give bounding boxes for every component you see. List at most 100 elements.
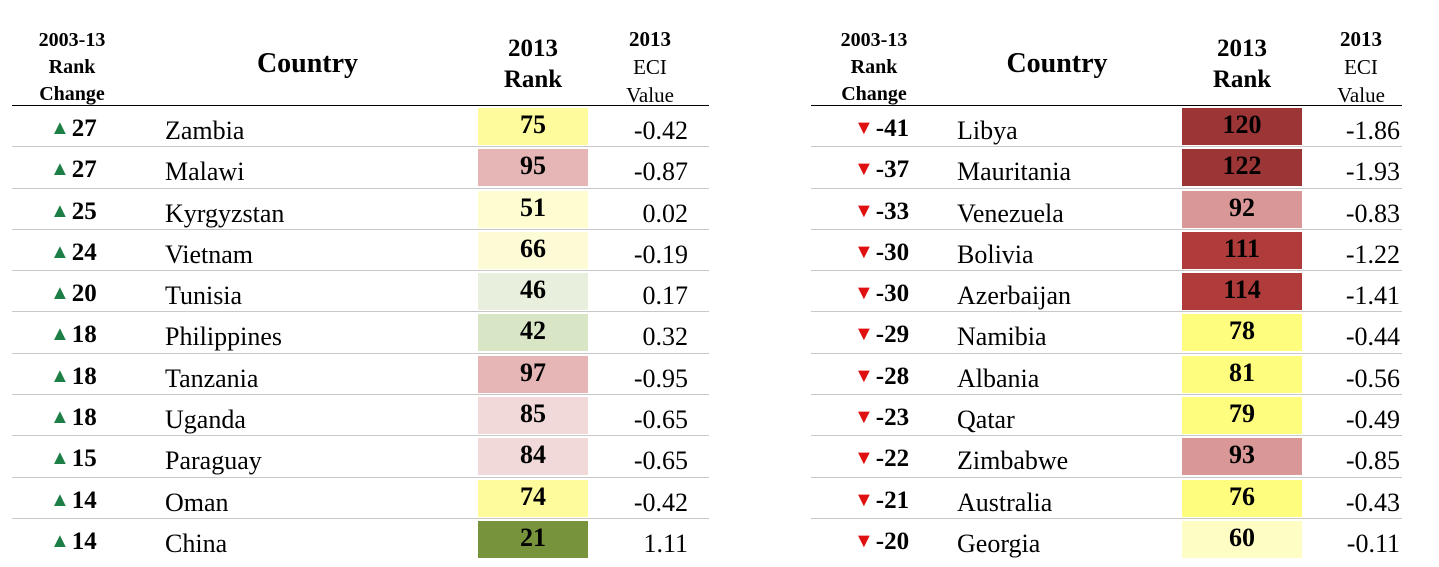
country-name: Tunisia xyxy=(165,281,243,311)
rank-cell: 60 xyxy=(1182,520,1302,558)
header-rank-change: 2003-13 Rank Change xyxy=(22,27,122,108)
country-name: Philippines xyxy=(165,322,283,352)
eci-value: -0.11 xyxy=(1346,528,1400,558)
rank-change-value: -37 xyxy=(875,156,910,184)
header-rank-change-line3: Change xyxy=(39,83,105,105)
rank-change-cell: ▼-37 xyxy=(854,156,934,184)
header-rank-line2: Rank xyxy=(1212,66,1272,93)
rank-change-value: 20 xyxy=(71,280,97,308)
table-row: ▼-30 Bolivia 111 -1.22 xyxy=(802,230,1439,272)
rank-cell: 85 xyxy=(478,397,588,435)
header-eci-value: 2013 ECI Value xyxy=(595,25,705,109)
rank-cell: 21 xyxy=(478,520,588,558)
triangle-up-icon: ▲ xyxy=(50,323,70,346)
rank-change-value: 18 xyxy=(71,362,97,390)
table-row: ▼-20 Georgia 60 -0.11 xyxy=(802,519,1439,560)
table-row: ▲27 Malawi 95 -0.87 xyxy=(0,147,720,189)
eci-value: -0.83 xyxy=(1345,198,1400,228)
table-row: ▲18 Philippines 42 0.32 xyxy=(0,312,720,354)
rank-cell: 79 xyxy=(1182,397,1302,435)
eci-value: -0.65 xyxy=(633,446,688,476)
country-name: Georgia xyxy=(957,528,1041,558)
rank-change-cell: ▼-29 xyxy=(854,321,934,349)
header-rank: 2013 Rank xyxy=(1182,33,1302,95)
rank-change-value: -30 xyxy=(875,238,910,266)
rank-cell: 81 xyxy=(1182,355,1302,393)
table-body: ▲27 Zambia 75 -0.42 ▲27 Malawi 95 -0.87 ▲25 Kyrgy… xyxy=(0,106,720,560)
rank-change-cell: ▲27 xyxy=(50,156,130,184)
eci-value: -1.86 xyxy=(1345,116,1400,145)
country-name: Kyrgyzstan xyxy=(165,198,285,228)
row-divider xyxy=(811,187,1402,189)
triangle-down-icon: ▼ xyxy=(854,199,874,222)
rank-change-value: -30 xyxy=(875,280,910,308)
eci-value: 1.11 xyxy=(643,528,688,558)
header-rank-change-line1: 2003-13 xyxy=(840,29,908,51)
eci-value: -1.93 xyxy=(1345,157,1400,187)
rank-change-cell: ▲20 xyxy=(50,280,130,308)
table-row: ▼-28 Albania 81 -0.56 xyxy=(802,354,1439,396)
rank-cell: 46 xyxy=(478,273,588,311)
header-rank: 2013 Rank xyxy=(478,33,588,95)
header-rank-change-line3: Change xyxy=(841,83,907,105)
rank-change-value: -22 xyxy=(875,445,910,473)
table-row: ▲18 Uganda 85 -0.65 xyxy=(0,395,720,437)
triangle-up-icon: ▲ xyxy=(50,199,70,222)
triangle-up-icon: ▲ xyxy=(50,364,70,387)
header-rank-line2: Rank xyxy=(503,66,563,93)
triangle-up-icon: ▲ xyxy=(50,406,70,429)
rank-change-cell: ▲24 xyxy=(50,239,130,267)
table-row: ▲25 Kyrgyzstan 51 0.02 xyxy=(0,189,720,230)
table-row: ▲18 Tanzania 97 -0.95 xyxy=(0,354,720,396)
rank-change-cell: ▼-22 xyxy=(854,445,934,473)
country-name: Mauritania xyxy=(957,157,1072,187)
rank-change-value: -33 xyxy=(875,197,910,225)
table-row: ▼-37 Mauritania 122 -1.93 xyxy=(802,147,1439,189)
triangle-down-icon: ▼ xyxy=(854,447,874,470)
rank-change-cell: ▼-23 xyxy=(854,404,934,432)
triangle-up-icon: ▲ xyxy=(50,447,70,470)
header-eci-line2: ECI xyxy=(633,55,667,79)
rank-change-cell: ▼-33 xyxy=(854,198,934,226)
triangle-down-icon: ▼ xyxy=(854,529,874,552)
rank-change-value: -20 xyxy=(875,527,910,555)
rank-change-value: 14 xyxy=(71,486,97,514)
triangle-up-icon: ▲ xyxy=(50,240,70,263)
header-eci-line1: 2013 xyxy=(1340,27,1382,51)
eci-value: -0.87 xyxy=(633,157,688,187)
rank-change-cell: ▼-30 xyxy=(854,239,934,267)
header-eci-line2: ECI xyxy=(1344,55,1378,79)
rank-change-value: -21 xyxy=(875,486,910,514)
header-rank-change: 2003-13 Rank Change xyxy=(824,27,924,108)
header-divider xyxy=(811,105,1402,106)
country-name: Zambia xyxy=(165,116,245,145)
rank-cell: 66 xyxy=(478,231,588,269)
header-country: Country xyxy=(256,48,359,79)
country-name: Malawi xyxy=(165,157,245,187)
row-divider xyxy=(811,352,1402,354)
rank-cell: 122 xyxy=(1182,149,1302,187)
row-divider xyxy=(12,228,709,230)
rank-change-cell: ▲14 xyxy=(50,528,130,556)
rank-change-cell: ▼-20 xyxy=(854,528,934,556)
rank-cell: 92 xyxy=(1182,190,1302,228)
rank-change-value: 27 xyxy=(71,156,97,184)
eci-value: -0.42 xyxy=(633,487,688,517)
country-name: Oman xyxy=(165,487,229,517)
rank-cell: 76 xyxy=(1182,479,1302,517)
header-rank-line1: 2013 xyxy=(1217,35,1267,62)
rank-change-value: 25 xyxy=(71,197,97,225)
header-rank-change-line2: Rank xyxy=(850,56,898,78)
eci-value: -0.44 xyxy=(1345,322,1400,352)
triangle-down-icon: ▼ xyxy=(854,406,874,429)
rank-change-value: -29 xyxy=(875,321,910,349)
header-eci-line3: Value xyxy=(626,83,674,107)
country-name: Paraguay xyxy=(165,446,262,476)
table-row: ▲27 Zambia 75 -0.42 xyxy=(0,106,720,148)
rank-change-value: 24 xyxy=(71,238,97,266)
rank-change-cell: ▲15 xyxy=(50,445,130,473)
triangle-down-icon: ▼ xyxy=(854,117,874,139)
table-row: ▲14 China 21 1.11 xyxy=(0,519,720,560)
rank-change-cell: ▲25 xyxy=(50,198,130,226)
rank-cell: 84 xyxy=(478,438,588,476)
